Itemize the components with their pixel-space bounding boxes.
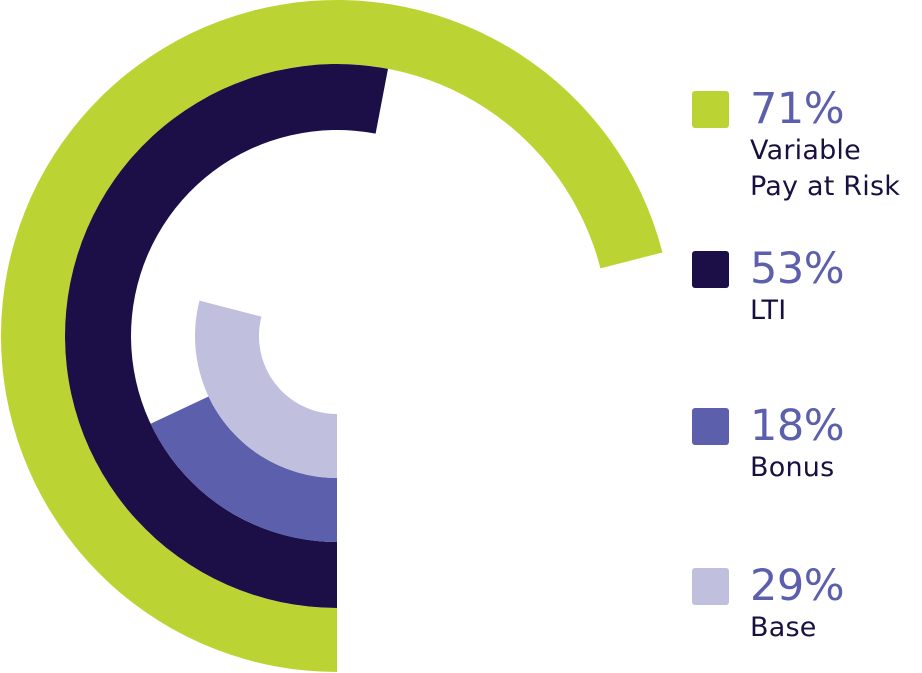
legend-label-variable-pay-line1: Variable xyxy=(750,135,861,166)
radial-bar-lti xyxy=(64,63,388,608)
radial-bar-base xyxy=(195,300,337,478)
legend-swatch-base xyxy=(692,568,729,605)
legend-percent-lti: 53% xyxy=(750,244,845,294)
legend-swatch-lti xyxy=(692,251,729,288)
legend-swatch-bonus xyxy=(692,408,729,445)
legend-label-bonus: Bonus xyxy=(750,452,835,483)
legend-percent-bonus: 18% xyxy=(750,401,845,451)
legend-label-lti: LTI xyxy=(750,295,787,326)
radial-bar-bonus xyxy=(150,396,337,542)
legend-percent-variable-pay: 71% xyxy=(750,84,845,134)
legend-swatch-variable-pay xyxy=(692,91,729,128)
legend-label-variable-pay-line2: Pay at Risk xyxy=(750,171,901,202)
legend-percent-base: 29% xyxy=(750,561,845,611)
legend-label-base: Base xyxy=(750,612,817,643)
